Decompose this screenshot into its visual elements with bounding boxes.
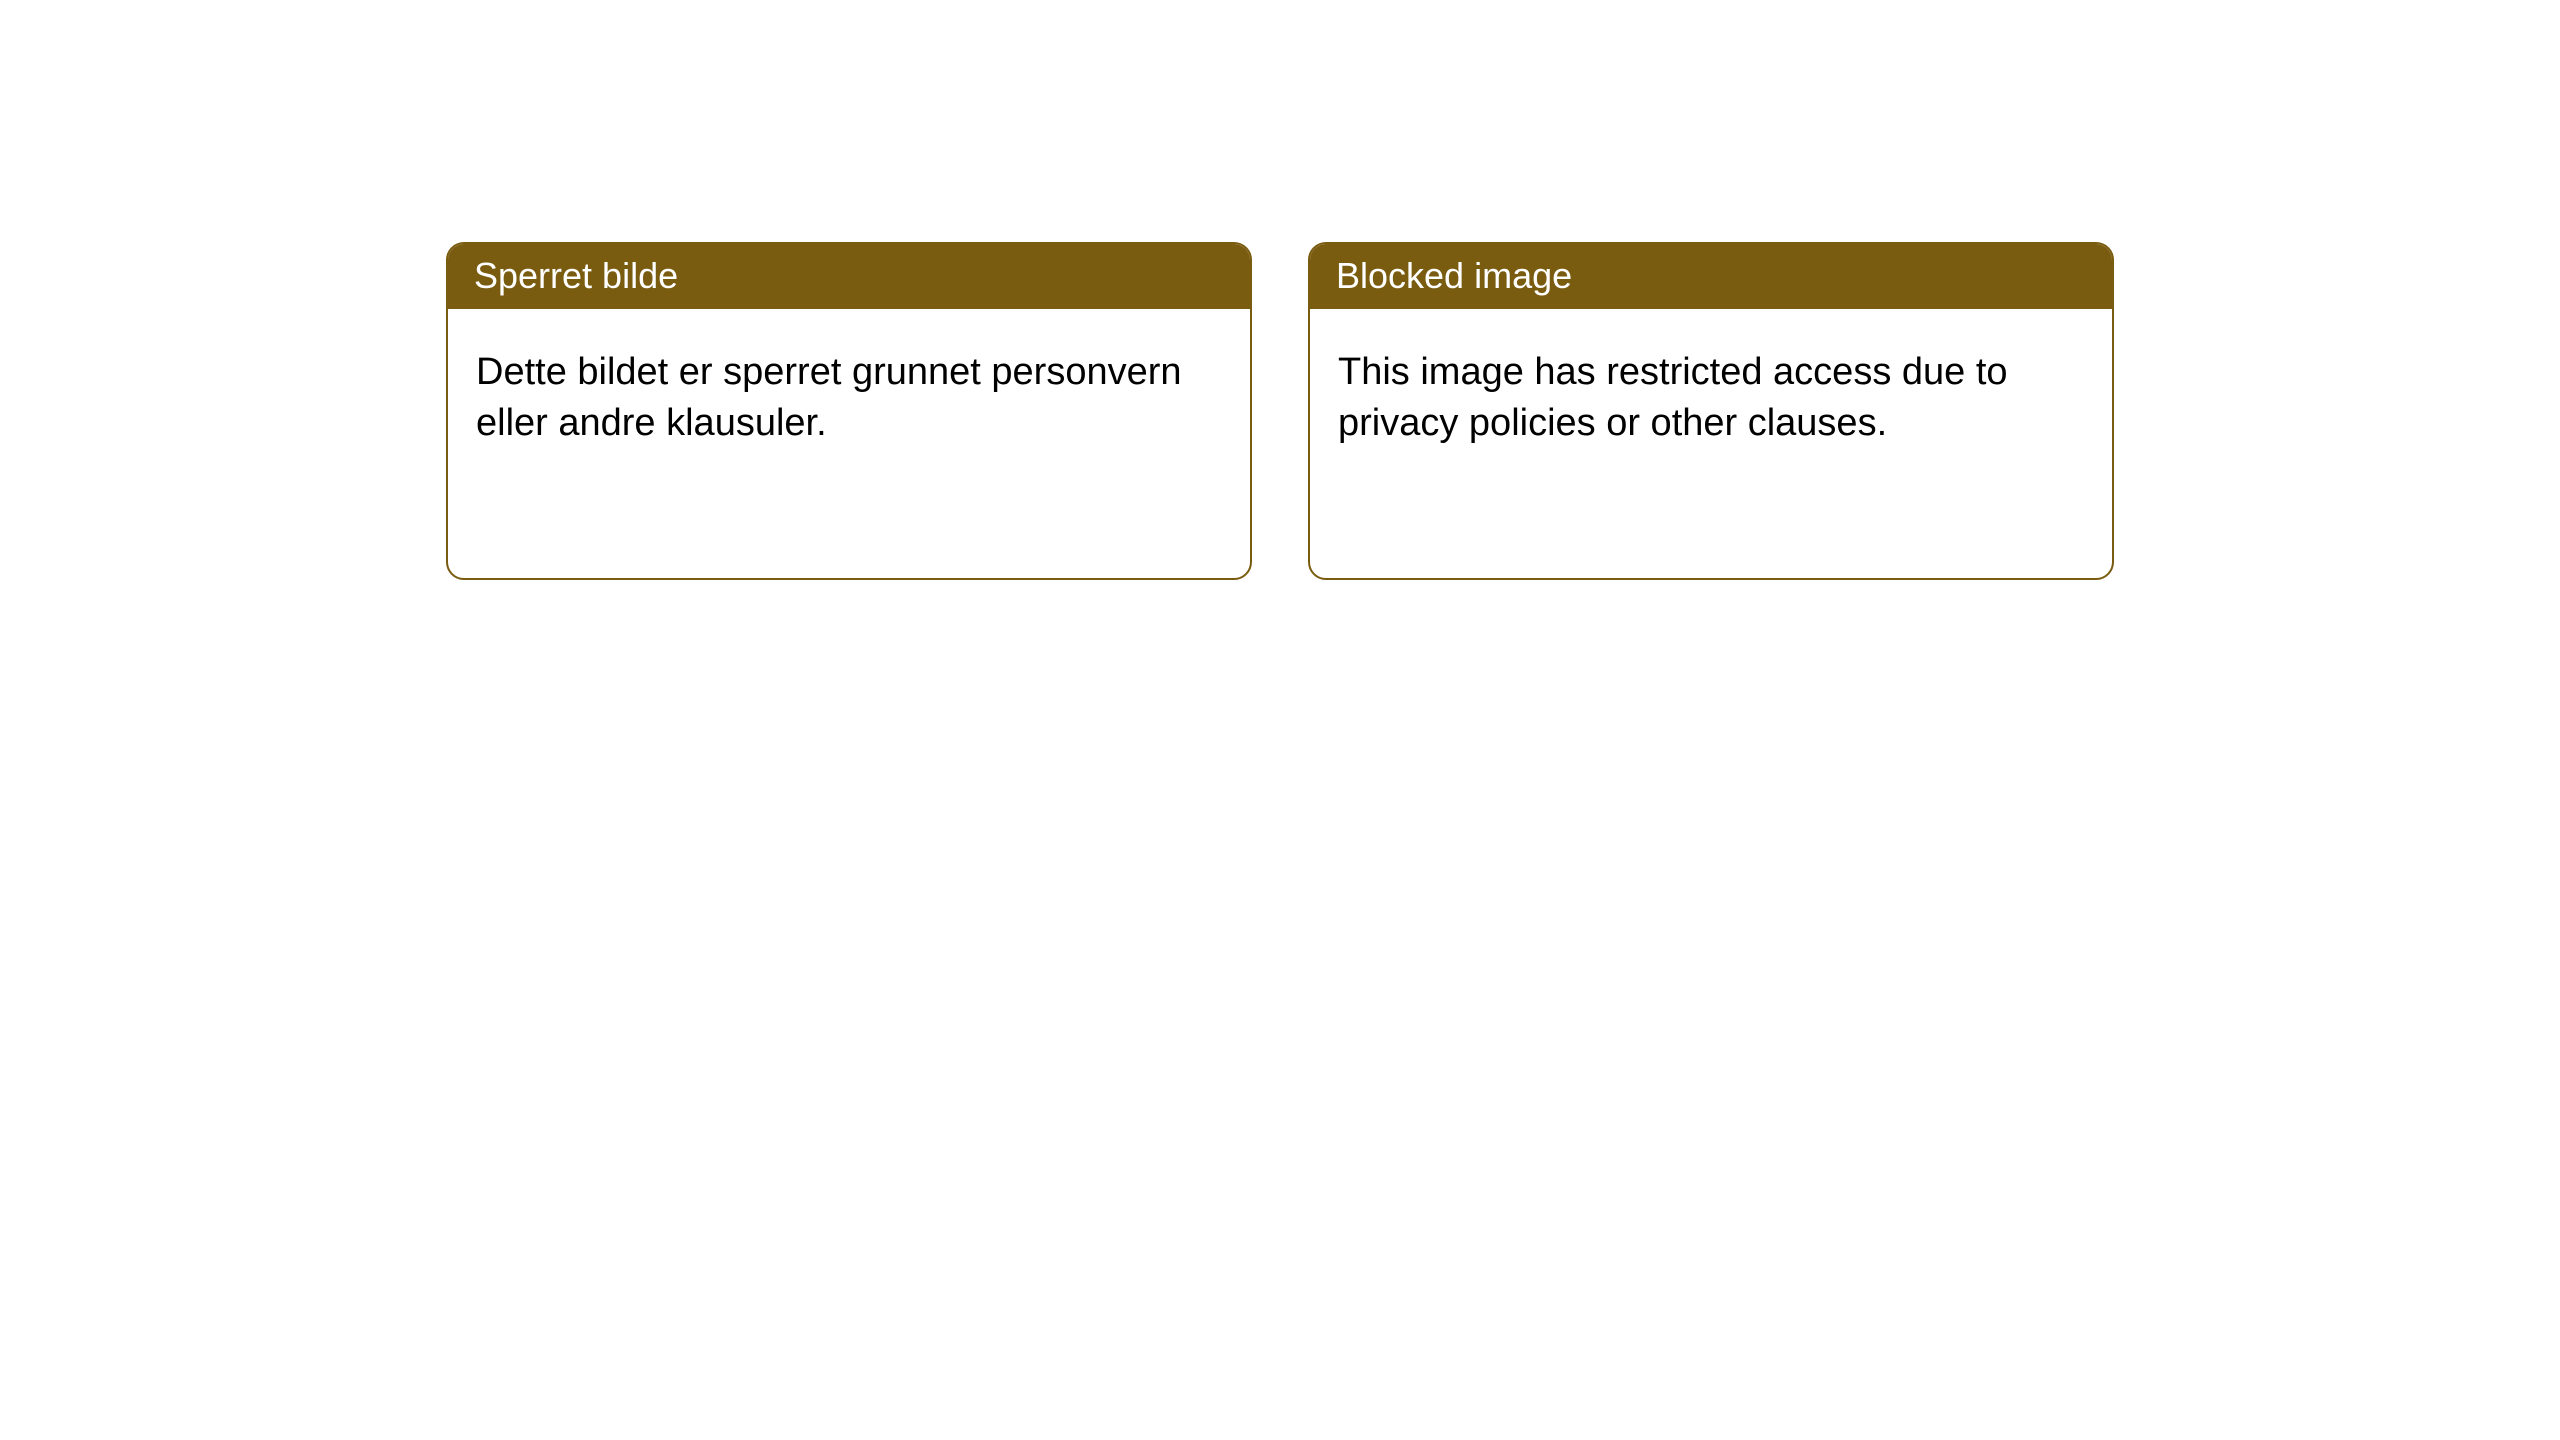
blocked-image-card-norwegian: Sperret bilde Dette bildet er sperret gr… [446,242,1252,580]
card-header: Sperret bilde [448,244,1250,309]
card-body: Dette bildet er sperret grunnet personve… [448,309,1250,478]
blocked-image-card-english: Blocked image This image has restricted … [1308,242,2114,580]
notice-container: Sperret bilde Dette bildet er sperret gr… [0,0,2560,580]
card-body: This image has restricted access due to … [1310,309,2112,478]
card-header: Blocked image [1310,244,2112,309]
